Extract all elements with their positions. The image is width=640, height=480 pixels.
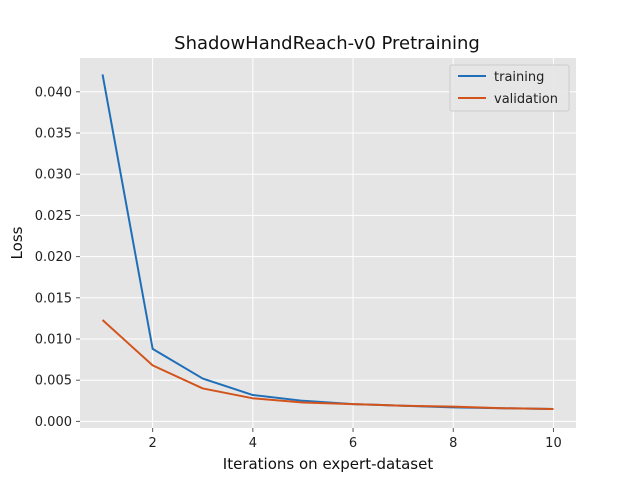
y-tick-label: 0.010 — [35, 333, 72, 348]
y-tick-label: 0.025 — [35, 209, 72, 224]
x-tick-label: 4 — [249, 436, 257, 451]
y-tick-label: 0.020 — [35, 250, 72, 265]
grid-lines — [80, 58, 576, 428]
y-tick-label: 0.015 — [35, 291, 72, 306]
axis-ticks: 2 4 6 8 10 0.000 0.005 0.010 0.015 0.020 0.025 0.03… — [35, 85, 562, 451]
y-axis-label: Loss — [8, 226, 26, 259]
x-tick-label: 6 — [349, 436, 357, 451]
x-tick-label: 2 — [149, 436, 157, 451]
legend-label-validation: validation — [494, 92, 558, 107]
y-tick-label: 0.000 — [35, 415, 72, 430]
x-tick-label: 10 — [545, 436, 562, 451]
chart-title: ShadowHandReach-v0 Pretraining — [174, 33, 480, 54]
legend-label-training: training — [494, 70, 544, 85]
y-tick-label: 0.005 — [35, 374, 72, 389]
legend: training validation — [449, 64, 570, 112]
plot-area — [80, 58, 576, 428]
y-tick-label: 0.035 — [35, 126, 72, 141]
series-lines — [101, 74, 554, 411]
y-tick-label: 0.030 — [35, 168, 72, 183]
x-axis-label: Iterations on expert-dataset — [223, 455, 434, 473]
series-line-validation — [101, 319, 554, 411]
x-tick-label: 8 — [449, 436, 457, 451]
y-tick-label: 0.040 — [35, 85, 72, 100]
